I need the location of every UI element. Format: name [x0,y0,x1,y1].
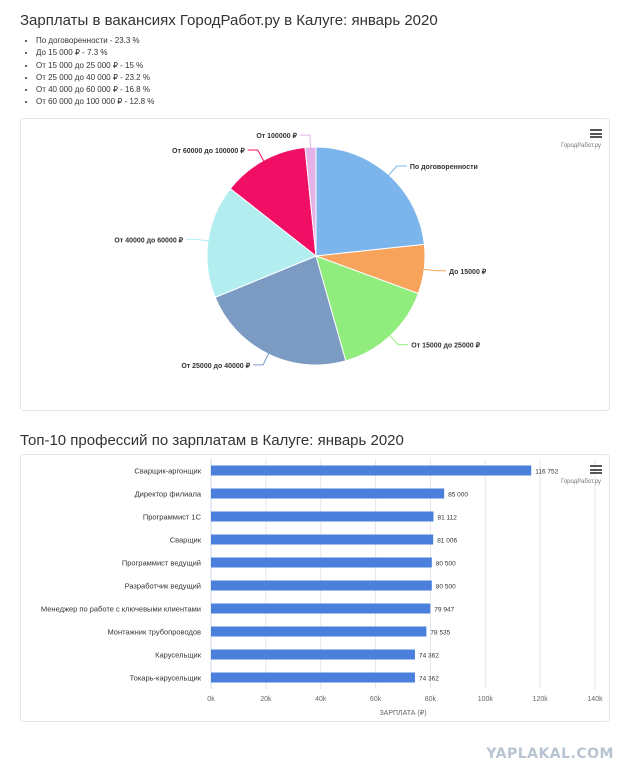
pie-slice-label: От 100000 ₽ [256,132,297,140]
bar[interactable] [211,626,427,637]
summary-item: От 40 000 до 60 000 ₽ - 16.8 % [36,84,154,96]
bar-value-label: 85 000 [448,492,468,499]
pie-section-title: Зарплаты в вакансиях ГородРабот.ру в Кал… [20,12,438,29]
category-label: Монтажник трубопроводов [107,628,201,637]
salary-summary-list: По договоренности - 23.3 % До 15 000 ₽ -… [36,35,154,109]
bar[interactable] [211,488,445,499]
brand-label: ГородРабот.ру [561,143,602,149]
category-label: Программист 1С [143,513,202,522]
x-tick-label: 20k [260,696,272,703]
bar-value-label: 81 006 [437,538,457,545]
bar[interactable] [211,649,415,660]
bar[interactable] [211,534,434,545]
bar[interactable] [211,465,532,476]
pie-slice-label: По договоренности [410,164,478,171]
category-label: Директор филиала [135,490,202,499]
pie-slice-label: От 15000 до 25000 ₽ [411,342,480,350]
bar-value-label: 74 362 [419,676,439,683]
x-tick-label: 80k [425,696,437,703]
x-tick-label: 100k [478,696,494,703]
pie-slice-label: От 25000 до 40000 ₽ [181,362,250,370]
pie-connector [247,149,265,163]
pie-slice-label: До 15000 ₽ [449,268,487,276]
bar[interactable] [211,580,432,591]
category-label: Разработчик ведущий [125,582,201,591]
bar-value-label: 116 752 [535,469,558,476]
bar-section-title: Топ-10 профессий по зарплатам в Калуге: … [20,432,404,449]
summary-item: По договоренности - 23.3 % [36,35,154,47]
hamburger-menu-icon[interactable] [590,129,602,138]
pie-connector [253,352,270,366]
category-label: Карусельщик [155,651,202,660]
pie-connector [186,238,211,242]
brand-label: ГородРабот.ру [561,479,602,485]
pie-chart: По договоренности До 15000 ₽ От 15000 до 2… [114,132,487,370]
x-tick-label: 140k [587,696,603,703]
bar-chart: 0k 20k 40k 60k 80k 100k 120k 140k Сварщик-аргонщ… [41,459,603,717]
bar-value-label: 81 112 [437,515,457,522]
bar[interactable] [211,511,434,522]
watermark: YAPLAKAL.COM [486,746,614,762]
bar-chart-card: 0k 20k 40k 60k 80k 100k 120k 140k Сварщик-аргонщ… [20,454,610,722]
x-tick-label: 120k [533,696,549,703]
summary-item: От 15 000 до 25 000 ₽ - 15 % [36,60,154,72]
summary-item: До 15 000 ₽ - 7.3 % [36,47,154,59]
summary-item: От 60 000 до 100 000 ₽ - 12.8 % [36,96,154,108]
x-tick-label: 40k [315,696,327,703]
x-tick-label: 60k [370,696,382,703]
category-label: Программист ведущий [122,559,201,568]
pie-chart-card: ГородРабот.ру По договоренности До 15000 … [20,118,610,411]
pie-slice-label: От 40000 до 60000 ₽ [114,236,183,244]
category-label: Менеджер по работе с ключевыми клиентами [41,605,201,614]
x-axis-title: ЗАРПЛАТА (₽) [379,709,426,717]
pie-connector [388,334,409,346]
hamburger-menu-icon[interactable] [590,465,602,474]
pie-connector [299,134,312,150]
category-label: Сварщик [170,536,202,545]
pie-slice[interactable] [315,146,425,257]
bar-value-label: 74 362 [419,653,439,660]
pie-slice-label: От 60000 до 100000 ₽ [172,147,245,155]
bar-value-label: 78 535 [430,630,450,637]
summary-item: От 25 000 до 40 000 ₽ - 23.2 % [36,72,154,84]
bar-value-label: 80 500 [436,584,456,591]
pie-connector [387,165,407,177]
bar[interactable] [211,672,415,683]
category-label: Сварщик-аргонщик [134,467,201,476]
pie-connector [422,268,447,272]
category-label: Токарь-карусельщик [130,674,202,683]
bar[interactable] [211,603,431,614]
bar[interactable] [211,557,432,568]
bar-value-label: 79 947 [434,607,454,614]
bar-value-label: 80 500 [436,561,456,568]
x-tick-label: 0k [207,696,215,703]
